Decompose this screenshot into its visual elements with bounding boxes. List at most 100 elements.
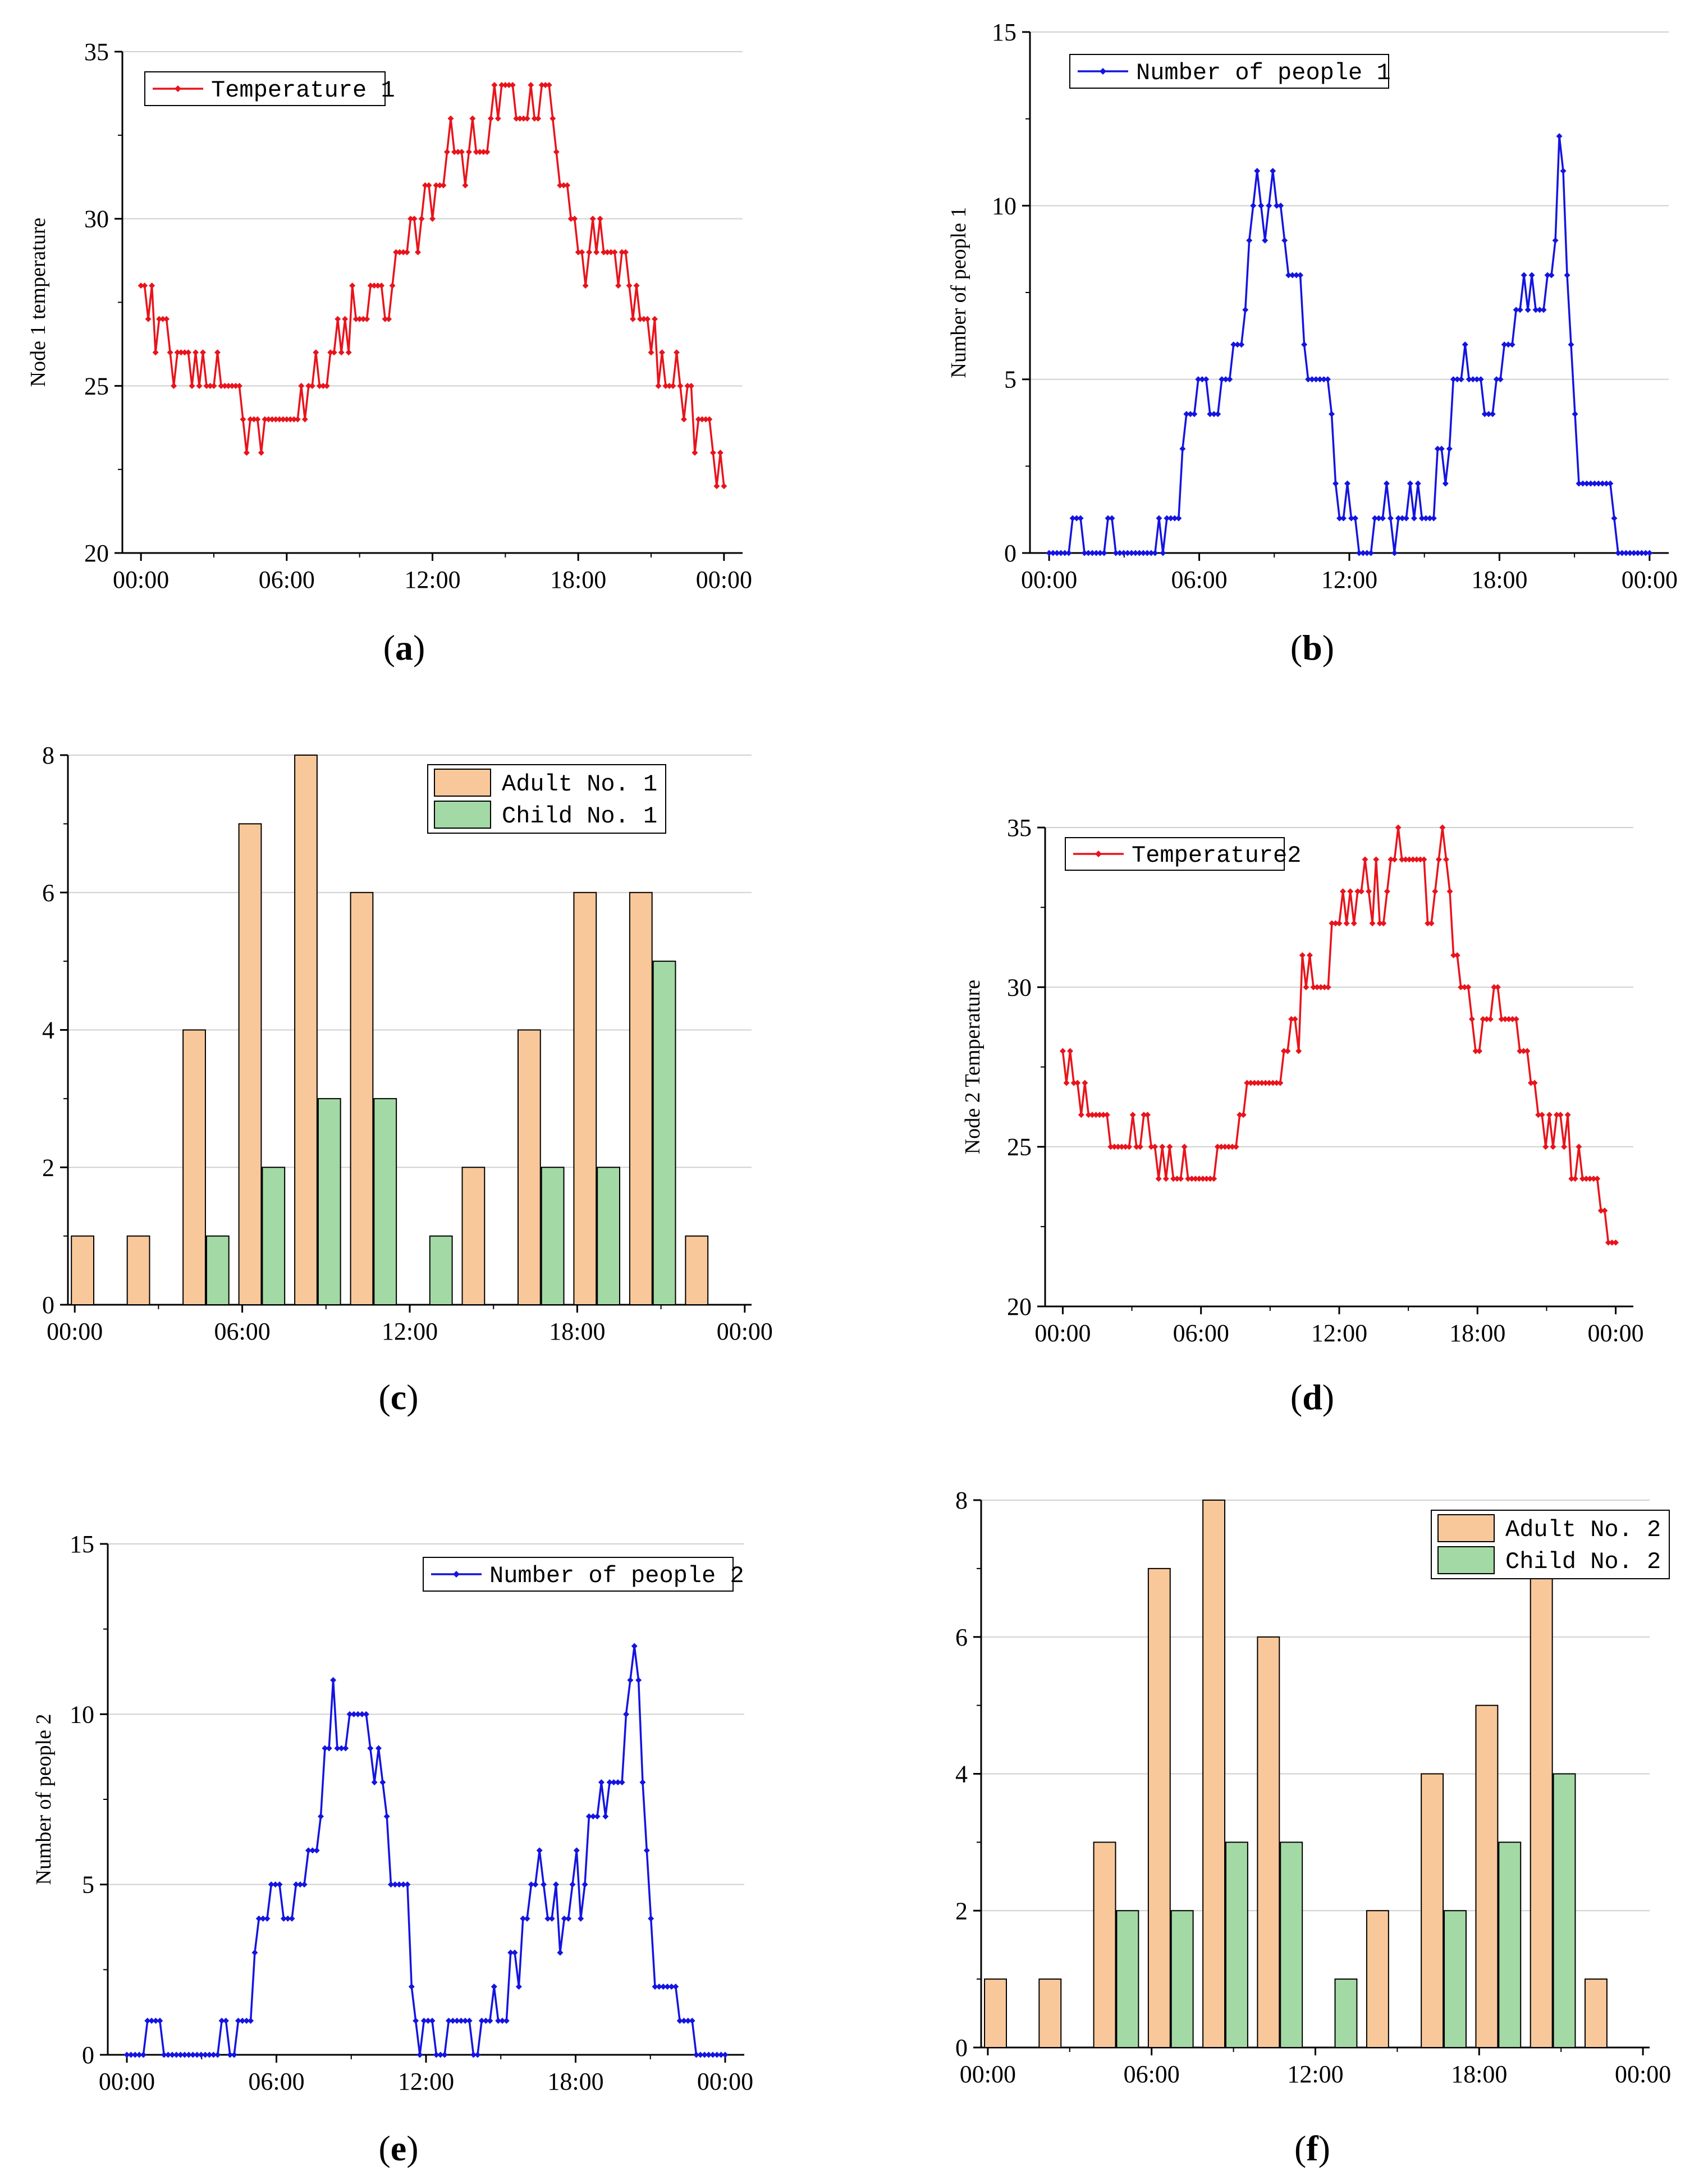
- data-point: [1240, 1112, 1247, 1118]
- data-point: [1219, 376, 1225, 383]
- data-point: [420, 2017, 427, 2024]
- y-tick-label: 20: [1007, 1293, 1032, 1320]
- data-point: [1544, 272, 1551, 278]
- data-point: [1188, 1176, 1195, 1182]
- data-point: [1352, 515, 1358, 522]
- data-point: [174, 349, 181, 356]
- data-point: [1407, 480, 1413, 487]
- data-point: [1295, 1048, 1302, 1054]
- data-point: [1122, 1144, 1129, 1150]
- data-point: [396, 1881, 402, 1888]
- data-point: [1057, 550, 1064, 556]
- data-point: [1446, 445, 1453, 452]
- data-point: [1120, 550, 1127, 556]
- data-point: [1196, 1176, 1202, 1182]
- data-point: [610, 1779, 617, 1786]
- data-point: [615, 282, 622, 289]
- data-point: [1498, 1016, 1505, 1022]
- data-point: [378, 282, 385, 289]
- data-point: [664, 1984, 671, 1990]
- data-point: [360, 316, 367, 322]
- data-point: [1375, 515, 1382, 522]
- legend-label: Adult No. 1: [502, 771, 657, 798]
- data-point: [655, 382, 662, 389]
- data-point: [465, 149, 472, 156]
- data-point: [1594, 1176, 1601, 1182]
- data-point: [1532, 307, 1539, 313]
- legend: Adult No. 2 Child No. 2: [1431, 1510, 1670, 1579]
- data-point: [520, 115, 527, 122]
- bar-adult: [71, 1235, 94, 1305]
- data-point: [1619, 550, 1625, 556]
- bar-child: [1170, 1910, 1194, 2048]
- data-point: [1395, 824, 1402, 831]
- data-point: [1277, 1080, 1284, 1086]
- data-point: [1152, 1144, 1158, 1150]
- data-point: [1325, 376, 1331, 383]
- data-point: [666, 382, 672, 389]
- data-point: [1583, 480, 1590, 487]
- data-point: [1609, 1239, 1615, 1246]
- data-point: [1214, 1144, 1221, 1150]
- data-point: [1073, 515, 1080, 522]
- data-point: [1391, 550, 1398, 556]
- data-point: [379, 1779, 386, 1786]
- data-point: [1132, 550, 1139, 556]
- y-tick-label: 0: [1004, 540, 1016, 567]
- data-point: [203, 382, 210, 389]
- legend-marker: [1095, 851, 1102, 857]
- data-point: [1426, 515, 1433, 522]
- data-point: [425, 2017, 432, 2024]
- data-point: [503, 2017, 510, 2024]
- data-point: [1103, 1112, 1110, 1118]
- data-point: [407, 216, 414, 222]
- bar-adult: [238, 823, 262, 1305]
- x-tick-label: 00:00: [113, 566, 169, 593]
- data-point: [677, 382, 684, 389]
- data-point: [639, 1779, 646, 1786]
- data-point: [718, 2051, 725, 2058]
- data-point: [247, 416, 254, 423]
- data-point: [227, 2051, 233, 2058]
- data-point: [1485, 411, 1492, 418]
- data-point: [1391, 856, 1398, 863]
- data-point: [538, 82, 545, 89]
- data-point: [313, 1847, 320, 1854]
- data-point: [586, 249, 593, 255]
- data-point: [161, 2051, 167, 2058]
- data-point: [1493, 376, 1500, 383]
- y-tick-label: 4: [42, 1017, 54, 1044]
- legend-label: Child No. 2: [1505, 1548, 1661, 1575]
- data-point: [144, 2017, 151, 2024]
- data-point: [1317, 984, 1324, 990]
- data-point: [528, 1881, 534, 1888]
- data-point: [1244, 1080, 1251, 1086]
- data-point: [1428, 920, 1435, 927]
- data-point: [1340, 888, 1347, 895]
- data-point: [550, 115, 556, 122]
- data-point: [1250, 202, 1257, 209]
- data-point: [676, 2017, 683, 2024]
- data-point: [1207, 1176, 1214, 1182]
- data-point: [305, 1847, 312, 1854]
- data-point: [196, 382, 203, 389]
- data-point: [1413, 856, 1420, 863]
- data-point: [374, 282, 381, 289]
- data-point: [1472, 1048, 1479, 1054]
- data-point: [484, 149, 491, 156]
- data-point: [717, 449, 724, 456]
- legend-label: Temperature2: [1132, 842, 1301, 869]
- bar-adult: [1584, 1978, 1608, 2048]
- data-point: [214, 2051, 221, 2058]
- data-point: [320, 382, 327, 389]
- data-point: [1343, 920, 1350, 927]
- data-point: [228, 382, 235, 389]
- data-point: [701, 2051, 708, 2058]
- data-point: [1601, 1207, 1608, 1214]
- y-tick-label: 25: [1007, 1134, 1032, 1161]
- panel-caption: (b): [1290, 628, 1334, 668]
- legend-label: Number of people 1: [1136, 60, 1391, 86]
- data-point: [177, 2051, 184, 2058]
- data-point: [672, 1984, 679, 1990]
- data-point: [507, 1949, 514, 1956]
